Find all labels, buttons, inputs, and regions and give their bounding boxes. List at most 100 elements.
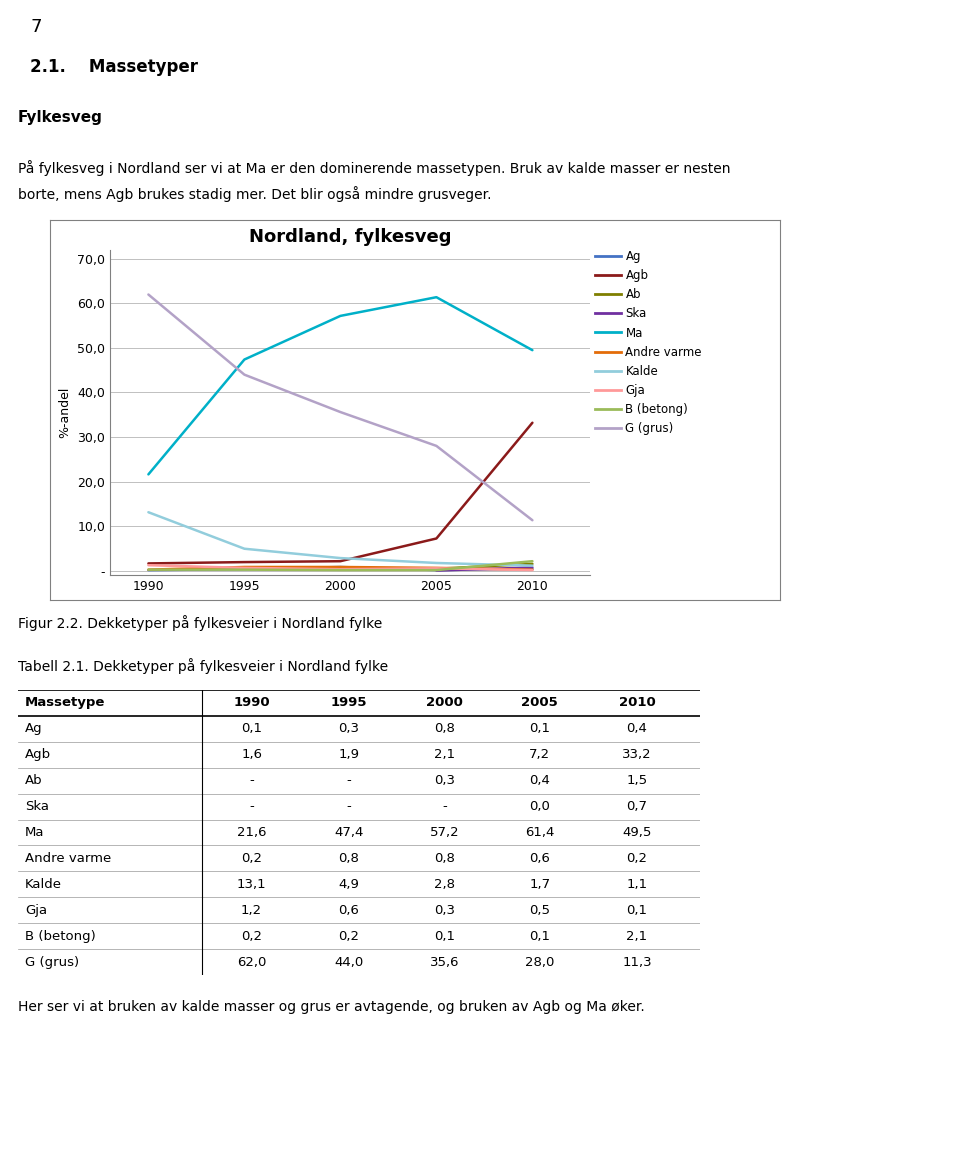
Text: Gja: Gja (25, 904, 47, 917)
Andre varme (431, 561, 443, 575)
Text: 7: 7 (30, 18, 41, 36)
Text: Her ser vi at bruken av kalde masser og grus er avtagende, og bruken av Agb og M: Her ser vi at bruken av kalde masser og … (18, 1000, 645, 1014)
Text: 1,6: 1,6 (241, 748, 262, 761)
B (betong) (239, 562, 251, 576)
Text: 1995: 1995 (330, 696, 367, 709)
Text: 28,0: 28,0 (525, 956, 555, 969)
Text: Andre varme: Andre varme (25, 852, 111, 865)
Text: 0,0: 0,0 (529, 801, 550, 814)
G (grus) (239, 367, 251, 382)
Text: 4,9: 4,9 (338, 878, 359, 891)
Text: 0,3: 0,3 (434, 904, 455, 917)
B (betong) (335, 564, 347, 578)
Ab (335, 562, 347, 576)
Agb (431, 532, 443, 546)
Text: 0,4: 0,4 (627, 722, 647, 735)
Agb (335, 554, 347, 568)
Text: Ska: Ska (25, 801, 49, 814)
Ma (239, 352, 251, 366)
Text: 1990: 1990 (233, 696, 270, 709)
Text: Kalde: Kalde (25, 878, 61, 891)
Text: 0,5: 0,5 (529, 904, 550, 917)
Line: Ag: Ag (149, 567, 533, 571)
Line: Agb: Agb (149, 423, 533, 564)
B (betong) (431, 564, 443, 578)
Gja (335, 562, 347, 576)
Text: Agb: Agb (25, 748, 51, 761)
Line: Ma: Ma (149, 297, 533, 474)
Text: 0,3: 0,3 (338, 722, 359, 735)
Andre varme (527, 562, 539, 576)
Text: 47,4: 47,4 (334, 826, 364, 839)
Text: borte, mens Agb brukes stadig mer. Det blir også mindre grusveger.: borte, mens Agb brukes stadig mer. Det b… (18, 185, 492, 202)
Line: Andre varme: Andre varme (149, 567, 533, 569)
Text: 44,0: 44,0 (334, 956, 364, 969)
Text: 0,1: 0,1 (627, 904, 647, 917)
Ag (335, 560, 347, 574)
Andre varme (335, 560, 347, 574)
Text: 0,6: 0,6 (529, 852, 550, 865)
Kalde (143, 505, 155, 519)
Text: 62,0: 62,0 (237, 956, 266, 969)
Text: G (grus): G (grus) (25, 956, 79, 969)
Agb (239, 555, 251, 569)
Text: 0,8: 0,8 (434, 852, 455, 865)
Kalde (527, 559, 539, 573)
Ma (527, 343, 539, 357)
Text: 1,9: 1,9 (338, 748, 359, 761)
Kalde (239, 541, 251, 555)
G (grus) (527, 513, 539, 527)
Legend: Ag, Agb, Ab, Ska, Ma, Andre varme, Kalde, Gja, B (betong), G (grus): Ag, Agb, Ab, Ska, Ma, Andre varme, Kalde… (595, 250, 702, 436)
Text: 0,6: 0,6 (338, 904, 359, 917)
Text: 0,1: 0,1 (241, 722, 262, 735)
Text: 0,1: 0,1 (529, 930, 550, 943)
Ma (143, 467, 155, 481)
Ag (239, 562, 251, 576)
Title: Nordland, fylkesveg: Nordland, fylkesveg (249, 228, 451, 245)
Text: 1,1: 1,1 (626, 878, 647, 891)
Text: 0,2: 0,2 (627, 852, 647, 865)
Text: 2000: 2000 (426, 696, 463, 709)
Text: 2005: 2005 (521, 696, 558, 709)
Text: 0,1: 0,1 (529, 722, 550, 735)
Text: Figur 2.2. Dekketyper på fylkesveier i Nordland fylke: Figur 2.2. Dekketyper på fylkesveier i N… (18, 615, 382, 630)
Text: -: - (347, 801, 351, 814)
Text: -: - (250, 801, 254, 814)
Gja (527, 564, 539, 578)
Text: 0,2: 0,2 (241, 852, 262, 865)
Y-axis label: %-andel: %-andel (59, 386, 72, 438)
Text: 1,7: 1,7 (529, 878, 550, 891)
Andre varme (239, 560, 251, 574)
Line: Kalde: Kalde (149, 512, 533, 566)
Text: 1,5: 1,5 (626, 774, 647, 788)
Text: 49,5: 49,5 (622, 826, 652, 839)
Text: 2,1: 2,1 (626, 930, 647, 943)
Gja (143, 558, 155, 572)
Text: 2,1: 2,1 (434, 748, 455, 761)
Line: Ab: Ab (341, 564, 533, 569)
B (betong) (143, 562, 155, 576)
Text: 35,6: 35,6 (429, 956, 459, 969)
Text: 0,3: 0,3 (434, 774, 455, 788)
Text: 0,8: 0,8 (338, 852, 359, 865)
Ag (527, 561, 539, 575)
Text: 0,1: 0,1 (434, 930, 455, 943)
Text: 21,6: 21,6 (237, 826, 266, 839)
Text: 2010: 2010 (618, 696, 656, 709)
Text: På fylkesveg i Nordland ser vi at Ma er den dominerende massetypen. Bruk av kald: På fylkesveg i Nordland ser vi at Ma er … (18, 160, 731, 176)
Text: 1,2: 1,2 (241, 904, 262, 917)
Ag (143, 564, 155, 578)
Line: G (grus): G (grus) (149, 295, 533, 520)
Gja (239, 561, 251, 575)
Text: 0,2: 0,2 (241, 930, 262, 943)
Ska (527, 560, 539, 574)
Text: 11,3: 11,3 (622, 956, 652, 969)
Ab (431, 561, 443, 575)
Kalde (335, 551, 347, 565)
G (grus) (431, 439, 443, 453)
Ma (335, 309, 347, 323)
Line: Ska: Ska (437, 567, 533, 571)
Ska (431, 564, 443, 578)
Text: Tabell 2.1. Dekketyper på fylkesveier i Nordland fylke: Tabell 2.1. Dekketyper på fylkesveier i … (18, 657, 388, 674)
Ab (527, 556, 539, 571)
